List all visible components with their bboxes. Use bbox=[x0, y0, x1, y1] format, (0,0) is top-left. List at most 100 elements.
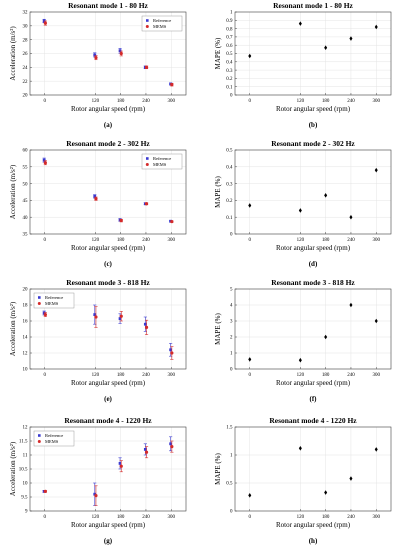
panel-label: (d) bbox=[309, 260, 318, 268]
y-tick-label: 20 bbox=[23, 288, 29, 293]
data-point-mems bbox=[43, 21, 47, 25]
x-tick-label: 300 bbox=[372, 515, 380, 520]
x-tick-label: 120 bbox=[92, 238, 100, 243]
legend-box bbox=[141, 15, 183, 32]
legend-box bbox=[33, 430, 75, 447]
x-tick-label: 300 bbox=[372, 238, 380, 243]
legend-label: Reference bbox=[45, 295, 63, 300]
x-tick-label: 180 bbox=[117, 238, 125, 243]
y-tick-label: 0.9 bbox=[226, 19, 233, 24]
x-tick-label: 180 bbox=[117, 515, 125, 520]
legend-label: Reference bbox=[153, 156, 171, 161]
y-tick-label: 22 bbox=[23, 80, 29, 85]
panel-label: (g) bbox=[104, 537, 113, 545]
plot-frame bbox=[29, 149, 187, 235]
plot-frame bbox=[234, 288, 392, 370]
data-point-mape bbox=[349, 476, 353, 481]
data-point-reference bbox=[169, 348, 173, 352]
data-point-mems bbox=[43, 313, 47, 317]
x-tick-label: 180 bbox=[117, 99, 125, 104]
legend-marker-mems bbox=[145, 25, 149, 28]
x-tick-label: 300 bbox=[167, 99, 175, 104]
legend-label: MEMS bbox=[45, 301, 59, 306]
x-tick-label: 0 bbox=[44, 373, 47, 378]
y-axis-label: Acceleration (m/s²) bbox=[9, 26, 17, 81]
data-point-mape bbox=[324, 193, 328, 198]
data-point-reference bbox=[93, 492, 97, 496]
data-point-reference bbox=[42, 158, 46, 162]
data-point-reference bbox=[42, 311, 46, 315]
y-tick-label: 14 bbox=[23, 336, 29, 341]
y-tick-label: 10 bbox=[23, 482, 29, 487]
legend-label: Reference bbox=[153, 18, 171, 23]
y-tick-label: 9 bbox=[25, 510, 28, 515]
x-tick-label: 0 bbox=[249, 515, 252, 520]
data-point-reference bbox=[118, 462, 122, 465]
chart-title: Resonant mode 2 - 302 Hz bbox=[66, 139, 150, 148]
y-tick-label: 1.5 bbox=[226, 426, 233, 431]
x-tick-label: 300 bbox=[167, 373, 175, 378]
data-point-mape bbox=[349, 36, 353, 41]
data-point-mems bbox=[170, 445, 174, 449]
y-tick-label: 1 bbox=[230, 352, 233, 357]
data-point-mape bbox=[248, 203, 252, 208]
data-point-mems bbox=[43, 489, 47, 493]
y-axis-label: MAPE (%) bbox=[214, 37, 222, 69]
data-point-mems bbox=[119, 218, 123, 223]
data-point-mape bbox=[248, 53, 252, 59]
data-point-mape bbox=[248, 357, 252, 362]
x-tick-label: 180 bbox=[322, 99, 330, 104]
x-axis-label: Rotor angular speed (rpm) bbox=[71, 244, 146, 252]
x-axis-label: Rotor angular speed (rpm) bbox=[71, 379, 146, 387]
y-tick-label: 5 bbox=[230, 288, 233, 293]
plot-frame bbox=[234, 426, 392, 512]
chart-title: Resonant mode 3 - 818 Hz bbox=[271, 278, 355, 287]
y-tick-label: 45 bbox=[23, 199, 29, 204]
y-tick-label: 9.5 bbox=[21, 496, 28, 501]
y-tick-label: 0.5 bbox=[226, 149, 233, 154]
y-axis-label: MAPE (%) bbox=[214, 175, 222, 207]
y-tick-label: 2 bbox=[230, 336, 233, 341]
x-tick-label: 240 bbox=[347, 238, 355, 243]
data-point-reference bbox=[143, 322, 147, 326]
y-tick-label: 0.6 bbox=[226, 44, 233, 49]
data-point-mape bbox=[324, 45, 328, 50]
x-tick-label: 240 bbox=[142, 99, 150, 104]
panel-label: (c) bbox=[104, 260, 112, 268]
y-tick-label: 1 bbox=[230, 11, 233, 16]
y-tick-label: 0.8 bbox=[226, 27, 233, 32]
y-tick-label: 50 bbox=[23, 182, 29, 187]
chart-title: Resonant mode 1 - 80 Hz bbox=[273, 1, 353, 10]
y-tick-label: 11 bbox=[23, 454, 28, 459]
y-tick-label: 0.2 bbox=[226, 199, 233, 204]
x-axis-label: Rotor angular speed (rpm) bbox=[71, 105, 146, 113]
data-point-mape bbox=[374, 318, 378, 324]
data-point-reference bbox=[118, 317, 122, 320]
legend-marker-mems bbox=[145, 163, 149, 166]
y-tick-label: 0.5 bbox=[226, 52, 233, 57]
plot-frame bbox=[234, 149, 392, 235]
y-axis-label: Acceleration (m/s²) bbox=[9, 164, 17, 219]
legend-label: Reference bbox=[45, 433, 63, 438]
x-tick-label: 120 bbox=[92, 373, 100, 378]
legend-label: MEMS bbox=[153, 24, 167, 29]
y-tick-label: 10.5 bbox=[19, 468, 28, 473]
data-point-mape bbox=[248, 493, 252, 498]
y-tick-label: 28 bbox=[23, 38, 29, 43]
chart-panel-f: Resonant mode 3 - 818 Hz 0 1 2 3 4 5 0 120 180 240… bbox=[214, 278, 392, 403]
x-tick-label: 0 bbox=[44, 515, 47, 520]
y-axis-label: MAPE (%) bbox=[214, 452, 222, 484]
data-point-reference bbox=[93, 313, 97, 316]
chart-title: Resonant mode 4 - 1220 Hz bbox=[64, 416, 152, 425]
chart-panel-d: Resonant mode 2 - 302 Hz 0 0.1 0.2 0.3 0.4 0.5… bbox=[214, 139, 392, 268]
data-point-mems bbox=[170, 219, 174, 224]
legend-marker-reference bbox=[38, 434, 41, 437]
y-tick-label: 16 bbox=[23, 320, 29, 325]
x-tick-label: 120 bbox=[297, 373, 305, 378]
chart-panel-c: Resonant mode 2 - 302 Hz 35 40 45 50 55 60 0 120… bbox=[9, 139, 187, 268]
x-tick-label: 0 bbox=[249, 99, 252, 104]
x-tick-label: 300 bbox=[372, 373, 380, 378]
